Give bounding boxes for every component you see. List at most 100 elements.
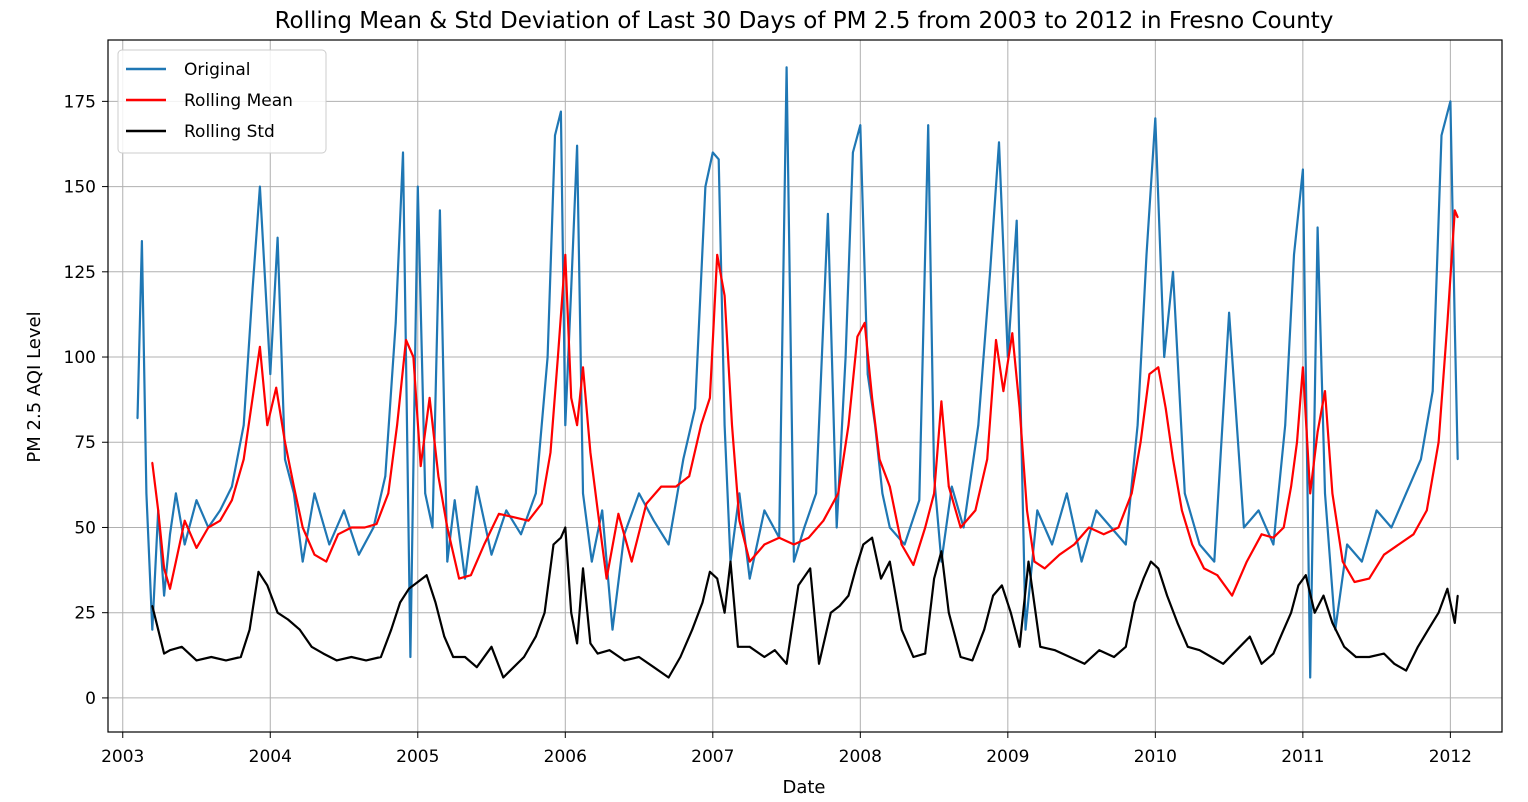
data-point	[729, 560, 732, 563]
data-point	[974, 509, 977, 512]
data-point	[1260, 662, 1263, 665]
data-point	[679, 656, 682, 658]
data-point	[428, 397, 431, 399]
plot-frame	[107, 39, 1503, 733]
data-point	[310, 645, 313, 648]
data-point	[505, 509, 508, 512]
data-point	[582, 492, 584, 495]
data-point	[675, 485, 677, 488]
data-point	[175, 492, 177, 495]
data-point	[396, 424, 398, 427]
data-point	[748, 645, 751, 648]
data-point	[1011, 332, 1014, 335]
data-point	[1222, 662, 1225, 665]
data-point	[225, 659, 227, 662]
data-point	[195, 659, 198, 662]
data-point	[540, 502, 543, 505]
data-point	[512, 666, 515, 669]
data-point	[483, 543, 486, 546]
data-point	[1453, 325, 1456, 328]
data-point	[1095, 509, 1098, 512]
data-point	[700, 424, 702, 427]
data-point	[688, 475, 691, 478]
data-point	[1203, 567, 1205, 570]
data-point	[871, 397, 873, 399]
data-point	[1309, 492, 1312, 495]
data-point	[554, 134, 556, 137]
data-point	[1065, 492, 1068, 495]
data-point	[1124, 645, 1127, 648]
legend-item: Rolling Std	[126, 122, 275, 142]
data-point	[1102, 533, 1105, 536]
data-point	[1393, 662, 1396, 665]
data-point	[365, 659, 367, 662]
data-point	[350, 656, 353, 658]
data-point	[163, 567, 166, 570]
data-point	[709, 397, 711, 399]
data-point	[145, 492, 148, 495]
data-point	[1172, 270, 1174, 273]
data-point	[1437, 441, 1440, 444]
legend-box	[117, 49, 327, 154]
data-point	[405, 339, 407, 341]
data-point	[1257, 509, 1260, 512]
legend-label: Original	[184, 60, 251, 80]
data-point	[737, 645, 739, 648]
data-point	[601, 509, 604, 512]
data-point	[1456, 458, 1459, 461]
data-point	[582, 366, 584, 369]
data-point	[248, 628, 251, 631]
data-point	[512, 516, 515, 519]
data-point	[446, 560, 449, 563]
data-point	[520, 533, 522, 536]
data-point	[763, 543, 766, 546]
data-point	[276, 611, 279, 614]
data-point	[343, 509, 345, 512]
data-point	[1316, 431, 1319, 433]
data-point	[576, 642, 578, 645]
data-point	[1033, 560, 1036, 563]
data-point	[933, 577, 935, 580]
data-point	[293, 485, 295, 488]
data-point	[1198, 649, 1201, 652]
data-point	[328, 543, 331, 546]
data-point	[1290, 485, 1292, 488]
data-point	[888, 526, 891, 529]
data-point	[564, 526, 567, 529]
data-point	[183, 519, 186, 522]
data-point	[912, 564, 915, 566]
data-point	[1068, 656, 1071, 658]
data-point	[694, 407, 696, 410]
data-point	[596, 652, 599, 655]
data-point	[490, 645, 493, 648]
data-point	[475, 485, 478, 488]
data-point	[570, 397, 573, 399]
data-point	[419, 465, 422, 467]
data-point	[534, 492, 537, 495]
data-point	[1186, 645, 1189, 648]
data-point	[667, 676, 670, 679]
data-point	[1456, 594, 1459, 597]
data-point	[1390, 526, 1393, 529]
data-point	[847, 594, 850, 597]
series-line	[136, 66, 1459, 679]
data-point	[645, 502, 648, 505]
data-point	[652, 519, 655, 522]
data-point	[372, 526, 375, 529]
data-point	[1243, 526, 1245, 529]
data-point	[276, 236, 279, 239]
x-tick-label: 2003	[101, 747, 144, 767]
data-point	[1322, 594, 1325, 597]
data-point	[900, 543, 903, 546]
data-point	[564, 253, 567, 256]
data-point	[242, 458, 245, 461]
data-point	[1113, 656, 1115, 658]
data-point	[380, 656, 382, 658]
data-point	[552, 543, 555, 546]
data-point	[1210, 656, 1213, 658]
data-point	[863, 322, 866, 324]
data-point	[1297, 584, 1300, 587]
data-point	[959, 656, 962, 658]
data-point	[1009, 611, 1012, 614]
data-point	[1248, 635, 1251, 638]
